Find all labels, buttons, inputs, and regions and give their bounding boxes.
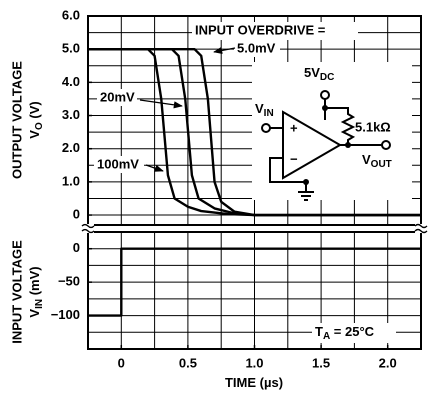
break-mark [81,223,95,234]
y-title: INPUT VOLTAGE [9,240,24,344]
plot-frame [87,15,422,226]
input-sub: IN [264,108,274,119]
pin-label: − [290,151,298,166]
y-title-part: (V) [27,101,42,122]
annotation-sub: A [323,331,330,342]
terminal [381,140,391,150]
x-tick-label: 1.0 [245,355,263,370]
y-title-sub: IN [34,299,45,309]
plot-layer: 0 1.0 2.0 3.0 4.0 5.0 6.0 0 −50 −100 0 0.5 1.0 1.5 2.0 [51,7,428,370]
break-gap [82,224,94,233]
y-title-part: V [27,130,42,139]
label-bg [97,89,137,106]
x-tick-label: 0.5 [179,355,197,370]
node [345,142,351,148]
terminal [261,123,271,133]
node [303,179,309,185]
output-label: VOUT [362,152,392,169]
data-line [88,47,421,217]
y-title-sub: O [34,122,45,130]
series-label: 100mV [97,156,139,171]
y-title: VIN (mV) [27,266,44,317]
wire [269,127,382,201]
annotation: INPUT OVERDRIVE = [195,22,326,37]
y-tick-label: −100 [51,307,80,322]
y-tick-label: −50 [58,274,80,289]
x-title-part: ) [279,375,283,390]
y-title-part: V [27,309,42,318]
break-mark [414,223,428,234]
y-tick-label: 3.0 [62,107,80,122]
series-label: 20mV [100,89,135,104]
op-amp [282,110,342,180]
y-title: VO (V) [27,101,44,138]
y-tick-label: 4.0 [62,74,80,89]
node [322,105,328,111]
series-label: 5.0mV [237,40,276,55]
y-tick-label: 0 [73,240,80,255]
annotations: INPUT OVERDRIVE = 5.0mV 20mV 100mV TA = … [94,22,396,343]
y-tick-label: 1.0 [62,173,80,188]
annotation-part: = 25°C [330,324,374,339]
resistor-label: 5.1kΩ [355,119,391,134]
y-tick-label: 2.0 [62,140,80,155]
terminal [320,90,330,100]
label-bg [312,323,396,343]
pointer [145,164,164,172]
x-title-part: TIME ( [225,375,265,390]
annotation: TA = 25°C [315,324,375,341]
input-part: V [255,101,264,116]
circuit: 5VDC 5.1kΩ + − VIN VOUT [252,62,412,201]
x-title: TIME (µs) [225,375,283,390]
y-tick-label: 5.0 [62,41,80,56]
break-gap [415,224,427,233]
x-tick-label: 0 [118,355,125,370]
pointer [213,46,236,55]
y-tick-label: 6.0 [62,7,80,22]
output-sub: OUT [371,159,392,170]
label-bg [94,156,144,173]
y-axis-title: OUTPUT VOLTAGE VO (V) INPUT VOLTAGE VIN … [9,61,44,344]
y-title-part: (mV) [27,266,42,299]
x-tick-label: 1.5 [312,355,330,370]
data-line [88,247,421,317]
supply-label: 5VDC [304,65,334,82]
label-bg [192,22,358,40]
output-part: V [362,152,371,167]
y-title: OUTPUT VOLTAGE [9,61,24,179]
annotation-part: T [315,324,323,339]
pin-label: + [290,120,298,135]
input-label: VIN [255,101,274,118]
x-tick-label: 2.0 [379,355,397,370]
label-bg [234,40,280,57]
supply-part: 5V [304,65,320,80]
supply-sub: DC [320,72,334,83]
circuit-bg [252,62,412,200]
x-title-part: µs [264,375,279,390]
y-tick-label: 0 [73,206,80,221]
pointer [139,99,183,109]
